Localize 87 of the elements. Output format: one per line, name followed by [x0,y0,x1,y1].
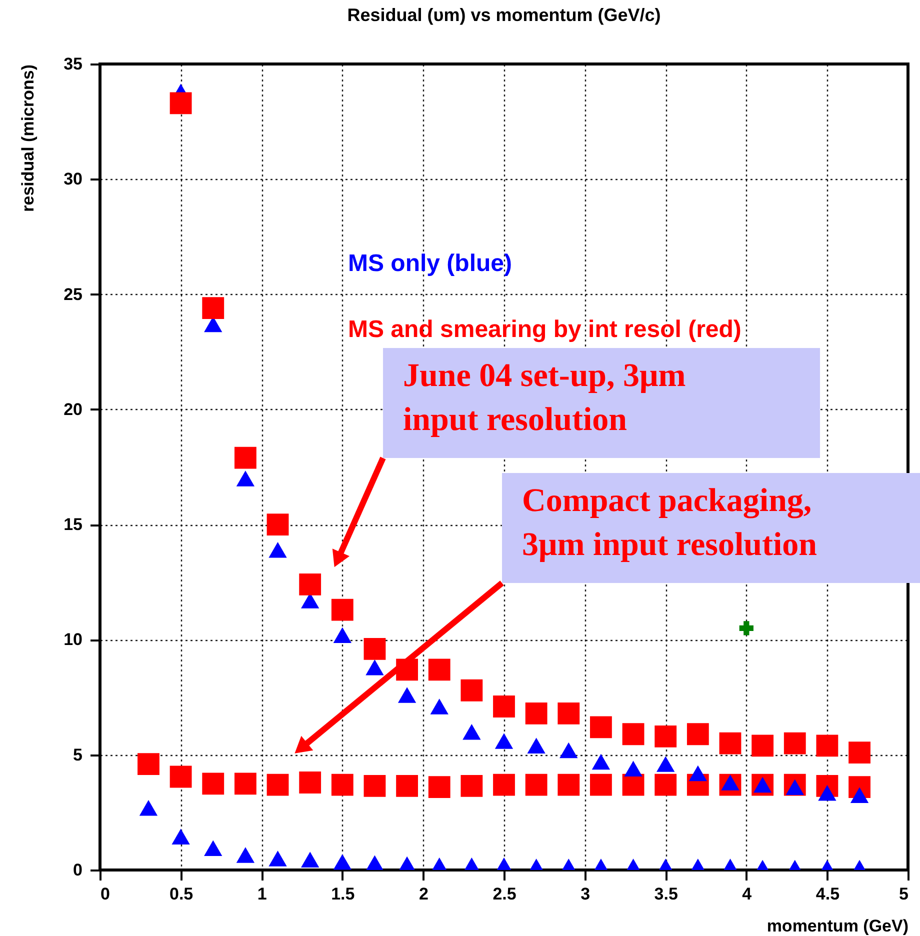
x-tick-label: 4.5 [816,884,840,904]
point [592,754,610,770]
x-tick-label: 1.5 [331,884,355,904]
point [460,774,483,797]
annotation: MS only (blue) [348,250,512,277]
point [752,734,774,757]
x-tick-label: 3.5 [654,884,678,904]
point [331,598,354,621]
point [784,732,806,754]
point [172,828,190,844]
y-axis-title: residual (microns) [18,64,38,212]
x-tick-label: 0.5 [169,884,194,904]
y-tick-label: 15 [64,515,82,534]
annotation: MS and smearing by int resol (red) [348,316,742,343]
x-axis-title: momentum (GeV) [766,916,908,936]
point [331,774,354,796]
x-tick-label: 3 [580,884,590,904]
point [366,855,384,870]
x-tick-label: 4 [742,884,752,904]
point [299,573,322,596]
point [236,847,255,863]
point [300,852,320,868]
chart-title: Residual (υm) vs momentum (GeV/c) [347,5,661,25]
point [816,734,838,757]
point [624,760,642,777]
point [364,774,386,797]
point [236,470,255,486]
annotation: Compact packaging, 3μm input resolution [522,483,817,563]
point [333,854,352,870]
x-tick-label: 0 [100,884,110,904]
point [654,774,677,796]
point [268,850,287,866]
point [560,742,578,758]
y-tick-label: 10 [64,630,82,650]
point [366,659,384,676]
x-tick-label: 1 [257,884,267,904]
point [460,679,483,702]
point [428,658,450,681]
point [170,92,192,114]
point [234,772,256,795]
point [202,772,224,795]
x-tick-label: 5 [899,884,908,904]
point [654,725,677,748]
point [266,774,289,796]
point [299,772,322,794]
point [527,738,546,754]
point [590,716,612,738]
point [364,638,386,660]
y-tick-label: 35 [64,54,82,74]
point [202,297,224,320]
y-tick-label: 25 [64,284,82,304]
y-tick-label: 5 [73,745,82,764]
x-tick-label: 2.5 [492,884,516,904]
y-tick-label: 30 [64,170,82,189]
point [234,446,256,469]
point [719,732,742,754]
point [430,698,448,714]
point [739,621,754,636]
point [204,840,222,856]
point [686,723,709,746]
point [268,542,287,558]
point [396,774,418,797]
point [590,774,612,796]
point [558,774,580,796]
y-tick-label: 20 [64,400,82,419]
point [656,756,675,772]
point [494,733,514,749]
y-tick-label: 0 [73,860,82,880]
point [333,627,352,643]
point [558,702,580,724]
x-tick-label: 2 [418,884,428,904]
point [525,702,548,724]
annotation: June 04 set-up, 3μm input resolution [403,358,686,438]
point [462,724,481,740]
point [138,753,160,776]
point [139,800,158,816]
point [398,687,416,703]
point [493,774,515,796]
point [493,696,515,718]
point [850,787,869,804]
point [266,514,289,536]
point [170,766,192,788]
point [848,742,870,764]
point [525,774,548,796]
point [428,776,450,798]
point [622,723,644,746]
point [688,765,708,782]
